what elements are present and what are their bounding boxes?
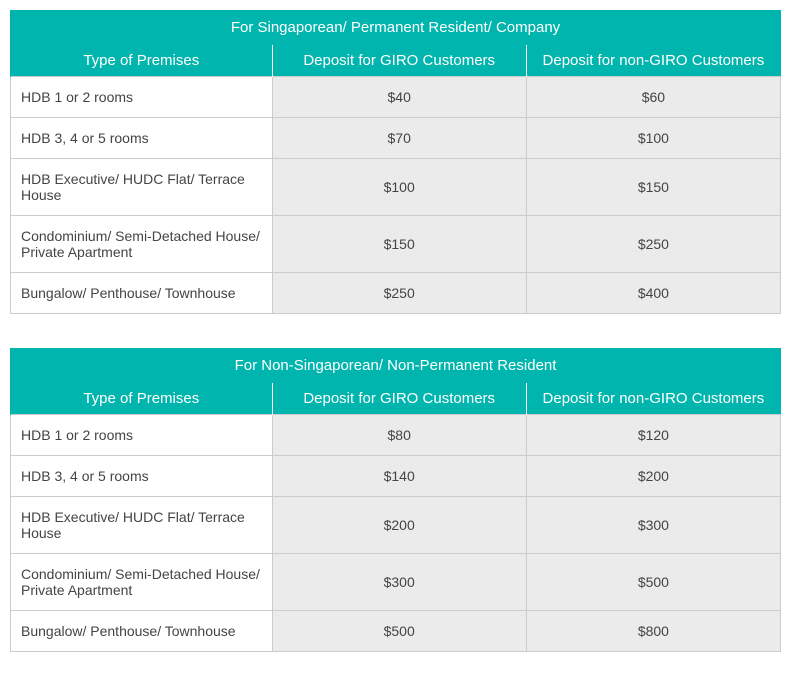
table-row: HDB 1 or 2 rooms $80 $120 <box>11 415 781 456</box>
table-row: HDB Executive/ HUDC Flat/ Terrace House … <box>11 497 781 554</box>
premises-cell: Condominium/ Semi-Detached House/ Privat… <box>11 216 273 273</box>
nongiro-cell: $150 <box>526 159 780 216</box>
nongiro-cell: $100 <box>526 118 780 159</box>
premises-cell: HDB Executive/ HUDC Flat/ Terrace House <box>11 159 273 216</box>
premises-cell: HDB Executive/ HUDC Flat/ Terrace House <box>11 497 273 554</box>
nongiro-cell: $300 <box>526 497 780 554</box>
deposit-table-resident: For Singaporean/ Permanent Resident/ Com… <box>10 10 781 314</box>
nongiro-cell: $800 <box>526 611 780 652</box>
table-row: HDB 3, 4 or 5 rooms $70 $100 <box>11 118 781 159</box>
column-header-nongiro: Deposit for non-GIRO Customers <box>526 383 780 415</box>
nongiro-cell: $500 <box>526 554 780 611</box>
column-header-giro: Deposit for GIRO Customers <box>272 45 526 77</box>
premises-cell: HDB 3, 4 or 5 rooms <box>11 118 273 159</box>
premises-cell: Bungalow/ Penthouse/ Townhouse <box>11 273 273 314</box>
giro-cell: $80 <box>272 415 526 456</box>
giro-cell: $500 <box>272 611 526 652</box>
nongiro-cell: $120 <box>526 415 780 456</box>
giro-cell: $100 <box>272 159 526 216</box>
giro-cell: $40 <box>272 77 526 118</box>
premises-cell: Bungalow/ Penthouse/ Townhouse <box>11 611 273 652</box>
tables-container: For Singaporean/ Permanent Resident/ Com… <box>10 10 781 652</box>
giro-cell: $300 <box>272 554 526 611</box>
table-row: Bungalow/ Penthouse/ Townhouse $500 $800 <box>11 611 781 652</box>
giro-cell: $140 <box>272 456 526 497</box>
premises-cell: Condominium/ Semi-Detached House/ Privat… <box>11 554 273 611</box>
table-row: HDB 3, 4 or 5 rooms $140 $200 <box>11 456 781 497</box>
giro-cell: $70 <box>272 118 526 159</box>
deposit-table-nonresident: For Non-Singaporean/ Non-Permanent Resid… <box>10 348 781 652</box>
table-title: For Non-Singaporean/ Non-Permanent Resid… <box>11 349 781 383</box>
premises-cell: HDB 1 or 2 rooms <box>11 77 273 118</box>
spacer <box>10 314 781 348</box>
table-row: Condominium/ Semi-Detached House/ Privat… <box>11 554 781 611</box>
table-row: Condominium/ Semi-Detached House/ Privat… <box>11 216 781 273</box>
premises-cell: HDB 3, 4 or 5 rooms <box>11 456 273 497</box>
giro-cell: $200 <box>272 497 526 554</box>
premises-cell: HDB 1 or 2 rooms <box>11 415 273 456</box>
column-header-giro: Deposit for GIRO Customers <box>272 383 526 415</box>
column-header-premises: Type of Premises <box>11 383 273 415</box>
table-title: For Singaporean/ Permanent Resident/ Com… <box>11 11 781 45</box>
giro-cell: $150 <box>272 216 526 273</box>
nongiro-cell: $250 <box>526 216 780 273</box>
table-row: Bungalow/ Penthouse/ Townhouse $250 $400 <box>11 273 781 314</box>
giro-cell: $250 <box>272 273 526 314</box>
column-header-premises: Type of Premises <box>11 45 273 77</box>
nongiro-cell: $60 <box>526 77 780 118</box>
table-row: HDB Executive/ HUDC Flat/ Terrace House … <box>11 159 781 216</box>
nongiro-cell: $400 <box>526 273 780 314</box>
nongiro-cell: $200 <box>526 456 780 497</box>
column-header-nongiro: Deposit for non-GIRO Customers <box>526 45 780 77</box>
table-row: HDB 1 or 2 rooms $40 $60 <box>11 77 781 118</box>
